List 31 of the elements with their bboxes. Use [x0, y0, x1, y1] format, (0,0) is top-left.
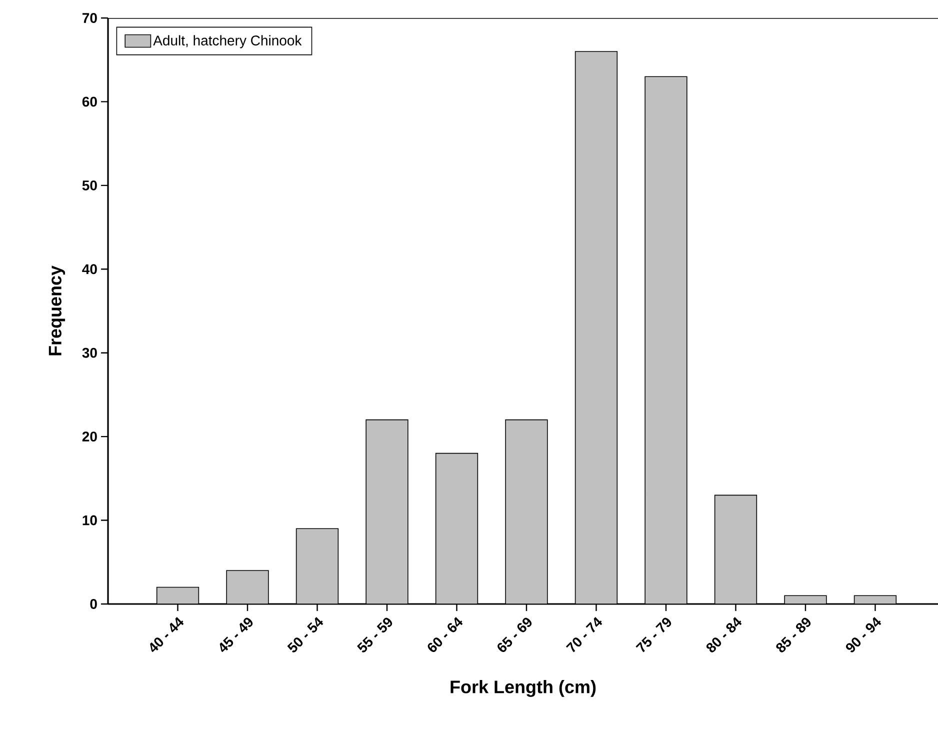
bar — [714, 494, 758, 604]
y-tick-label: 20 — [82, 432, 97, 442]
x-tick-label: 40 - 44 — [150, 617, 184, 652]
x-tick-label: 50 - 54 — [287, 617, 324, 652]
x-tick-label: 45 - 49 — [220, 618, 253, 652]
bar — [366, 419, 408, 604]
y-tick-label: 0 — [90, 599, 97, 609]
x-tick-label: 75 - 79 — [636, 618, 672, 652]
x-tick-label: 55 - 59 — [357, 618, 392, 652]
y-tick-label: 40 — [82, 264, 97, 274]
y-tick-label: 70 — [82, 13, 97, 23]
x-tick-label: 85 - 89 — [776, 618, 811, 652]
legend-label: Adult, hatchery Chinook — [153, 35, 302, 48]
x-tick-label: 65 - 69 — [498, 618, 532, 652]
bar — [435, 452, 478, 604]
x-tick-label: 60 - 64 — [428, 617, 463, 652]
y-tick-label: 30 — [82, 348, 97, 358]
y-axis-title: Frequency — [48, 266, 66, 356]
x-tick-label: 70 - 74 — [566, 617, 602, 652]
y-tick-label: 10 — [82, 515, 97, 526]
bar — [226, 570, 269, 604]
bar — [505, 419, 548, 604]
y-tick-label: 50 — [82, 180, 97, 190]
bar — [644, 76, 688, 604]
y-tick-label: 60 — [82, 96, 97, 107]
bar — [296, 528, 339, 604]
x-tick-label: 90 - 94 — [846, 617, 882, 652]
bar — [156, 586, 200, 604]
x-tick-label: 80 - 84 — [706, 617, 742, 652]
bar — [574, 51, 618, 604]
x-axis-title: Fork Length (cm) — [450, 680, 596, 697]
